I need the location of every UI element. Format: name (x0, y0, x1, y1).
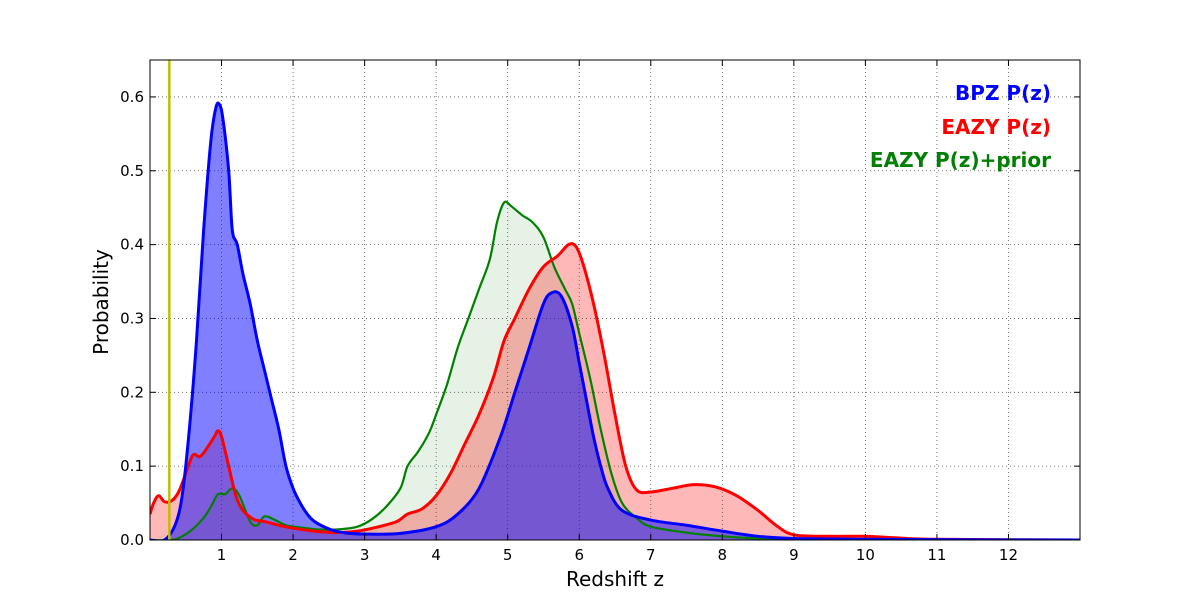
y-tick-label: 0.2 (120, 383, 144, 401)
plot-area (150, 60, 1080, 540)
legend: BPZ P(z) EAZY P(z) EAZY P(z)+prior (870, 81, 1051, 172)
x-tick-label: 12 (999, 546, 1018, 564)
x-tick-label: 2 (288, 546, 298, 564)
x-axis-label: Redshift z (566, 567, 664, 591)
x-tick-label: 9 (789, 546, 799, 564)
series-line-2 (150, 200, 1080, 540)
plot-frame (149, 59, 1081, 541)
y-tick-label: 0.3 (120, 309, 144, 327)
series-lines (150, 60, 1080, 540)
x-tick-label: 1 (217, 546, 227, 564)
x-tick-label: 10 (856, 546, 875, 564)
legend-entry-eazy: EAZY P(z) (941, 115, 1051, 139)
series-fill-0 (150, 103, 1080, 540)
x-tick-label: 4 (431, 546, 441, 564)
series-fill-1 (150, 243, 1080, 540)
y-tick-label: 0.1 (120, 457, 144, 475)
series-line-0 (150, 101, 1080, 540)
y-tick-label: 0.6 (120, 88, 144, 106)
y-axis-label: Probability (89, 249, 113, 355)
x-tick-label: 11 (927, 546, 946, 564)
x-tick-label: 5 (503, 546, 513, 564)
x-tick-label: 3 (360, 546, 370, 564)
x-tick-label: 7 (646, 546, 656, 564)
x-tick-label: 6 (574, 546, 584, 564)
y-tick-label: 0.4 (120, 236, 144, 254)
x-tick-label: 8 (718, 546, 728, 564)
legend-entry-bpz: BPZ P(z) (955, 81, 1051, 105)
series-line-1 (150, 242, 1080, 540)
grid (150, 60, 1080, 541)
legend-entry-eazy-prior: EAZY P(z)+prior (870, 148, 1051, 172)
axis-ticks: 1 2 3 4 5 6 7 8 9 10 11 120.00.10.20.30.40.50.6 (120, 60, 1080, 564)
y-tick-label: 0.5 (120, 162, 144, 180)
y-tick-label: 0.0 (120, 531, 144, 549)
